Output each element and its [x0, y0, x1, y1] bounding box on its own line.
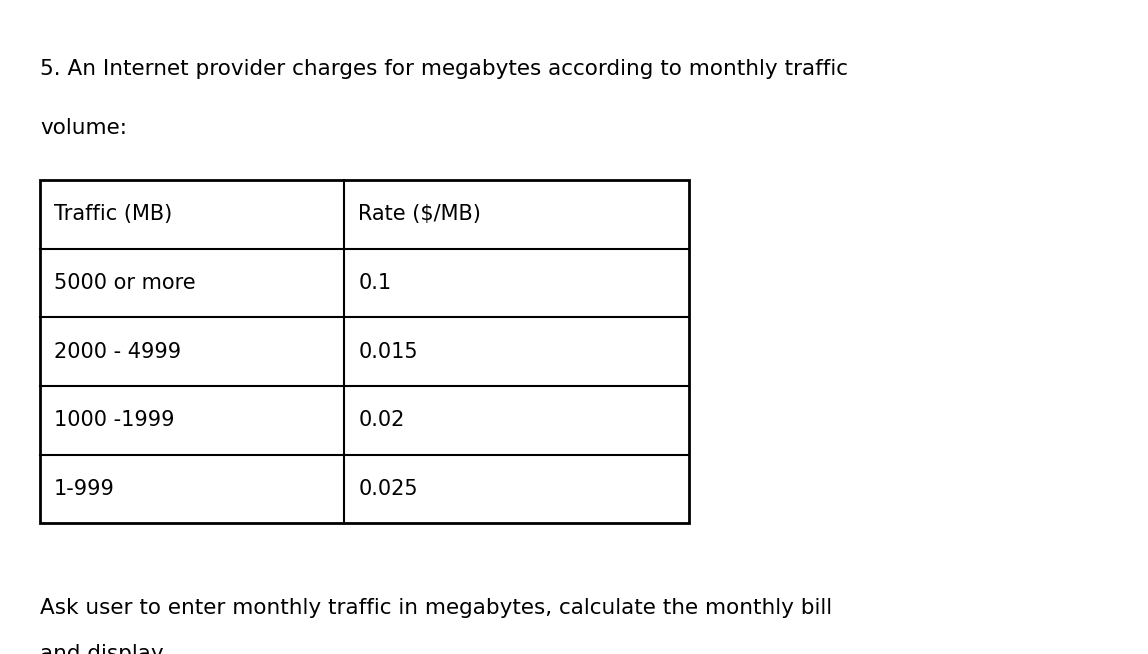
Text: 0.02: 0.02: [358, 410, 404, 430]
Text: 1-999: 1-999: [54, 479, 115, 499]
Text: 0.025: 0.025: [358, 479, 418, 499]
Text: 0.015: 0.015: [358, 341, 418, 362]
Text: 0.1: 0.1: [358, 273, 391, 293]
Text: volume:: volume:: [40, 118, 127, 138]
Text: Traffic (MB): Traffic (MB): [54, 204, 172, 224]
Text: Ask user to enter monthly traffic in megabytes, calculate the monthly bill: Ask user to enter monthly traffic in meg…: [40, 598, 832, 619]
Text: 1000 -1999: 1000 -1999: [54, 410, 174, 430]
Text: 2000 - 4999: 2000 - 4999: [54, 341, 181, 362]
Text: 5000 or more: 5000 or more: [54, 273, 195, 293]
Text: and display.: and display.: [40, 644, 168, 654]
Text: 5. An Internet provider charges for megabytes according to monthly traffic: 5. An Internet provider charges for mega…: [40, 59, 848, 79]
Text: Rate ($/MB): Rate ($/MB): [358, 204, 481, 224]
